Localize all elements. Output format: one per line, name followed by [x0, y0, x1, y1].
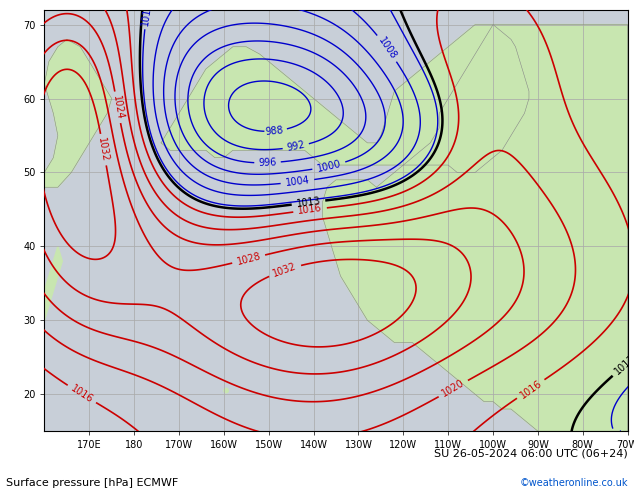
Text: 996: 996	[258, 157, 277, 168]
Text: 1032: 1032	[271, 261, 298, 279]
Text: 1013: 1013	[612, 353, 634, 377]
Polygon shape	[44, 39, 112, 187]
Polygon shape	[161, 24, 529, 172]
Text: 1024: 1024	[111, 95, 125, 120]
Text: 1016: 1016	[68, 383, 94, 405]
Text: 1032: 1032	[96, 137, 110, 163]
Polygon shape	[224, 389, 228, 393]
Text: Surface pressure [hPa] ECMWF: Surface pressure [hPa] ECMWF	[6, 478, 179, 488]
Text: 1020: 1020	[440, 378, 467, 399]
Text: 992: 992	[286, 140, 306, 153]
Text: 1013: 1013	[295, 196, 321, 209]
Text: SU 26-05-2024 06:00 UTC (06+24): SU 26-05-2024 06:00 UTC (06+24)	[434, 448, 628, 458]
Text: 1008: 1008	[376, 35, 398, 61]
Text: 1016: 1016	[297, 203, 323, 217]
Text: ©weatheronline.co.uk: ©weatheronline.co.uk	[519, 478, 628, 488]
Text: 1016: 1016	[518, 378, 543, 400]
Text: 1012: 1012	[140, 0, 154, 26]
Polygon shape	[323, 24, 628, 431]
Text: 1013: 1013	[21, 398, 43, 424]
Text: 988: 988	[264, 125, 283, 137]
Polygon shape	[44, 246, 62, 320]
Text: 1000: 1000	[316, 159, 342, 174]
Text: 1028: 1028	[235, 251, 262, 267]
Text: 1012: 1012	[611, 429, 633, 455]
Text: 1004: 1004	[285, 175, 310, 188]
